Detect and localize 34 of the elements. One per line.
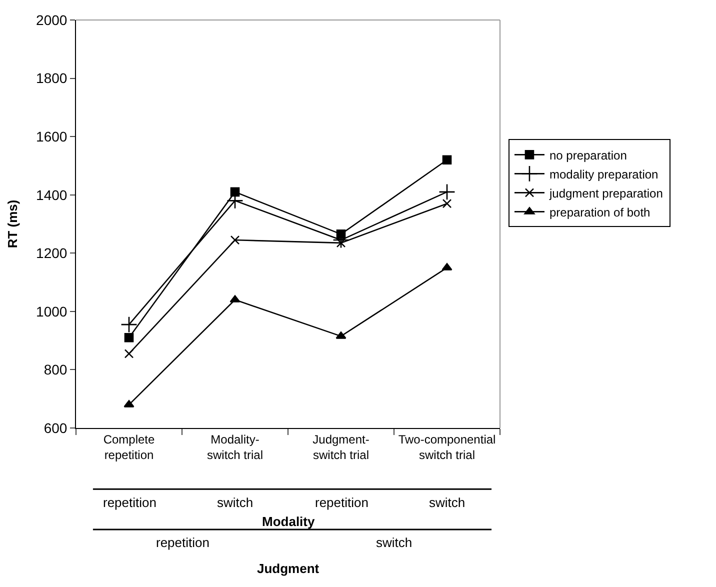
y-tick-label: 2000 — [36, 12, 68, 28]
point — [442, 155, 452, 165]
legend-label: judgment preparation — [548, 186, 663, 200]
x-tick-label: Judgment- switch trial — [312, 432, 370, 462]
text: switch — [217, 495, 254, 510]
y-tick-label: 1800 — [36, 70, 68, 86]
text: repetition — [156, 535, 210, 550]
y-tick-label: 600 — [44, 420, 68, 436]
x-tick-label: Two-componential switch trial — [398, 432, 496, 462]
text: repetition — [103, 495, 156, 510]
point — [438, 184, 456, 200]
y-tick-label: 1200 — [36, 245, 68, 262]
x-tick-label: Complete repetition — [103, 432, 156, 462]
point — [124, 333, 134, 342]
y-axis-title: RT (ms) — [4, 200, 20, 248]
y-tick-label: 800 — [44, 362, 68, 378]
text: switch — [376, 535, 412, 550]
point — [336, 238, 346, 248]
x-tick-label: Modality- switch trial — [206, 432, 264, 462]
text: Modality — [262, 514, 316, 529]
point — [230, 187, 240, 197]
text: Judgment — [257, 561, 320, 576]
y-tick-label: 1000 — [36, 303, 68, 320]
point — [124, 349, 134, 358]
point — [230, 235, 240, 245]
legend-label: modality preparation — [549, 167, 658, 182]
y-tick-label: 1400 — [36, 186, 68, 203]
y-tick-label: 1600 — [36, 128, 68, 144]
legend-label: no preparation — [549, 148, 627, 162]
text: switch — [429, 495, 466, 510]
point — [442, 198, 452, 208]
text: repetition — [315, 495, 368, 510]
legend-label: preparation of both — [549, 205, 650, 220]
point — [120, 316, 138, 333]
